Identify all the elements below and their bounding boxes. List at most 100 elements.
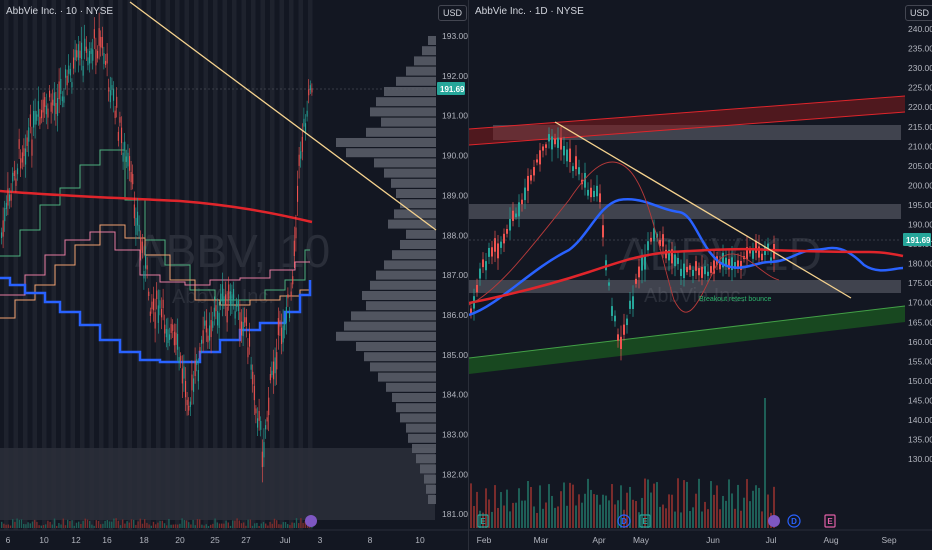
earnings-marker — [477, 514, 489, 528]
currency-button[interactable]: USD — [438, 5, 468, 21]
volume-bar — [91, 524, 93, 528]
candle-body — [167, 329, 169, 343]
candle-body — [87, 57, 89, 66]
time-axis[interactable]: 6 10 12 16 18 20 25 27 Jul 3 8 10 — [6, 535, 425, 545]
volume-bar — [84, 518, 86, 528]
candle-body — [542, 146, 544, 151]
candle-body — [90, 48, 92, 54]
event-icon[interactable] — [768, 515, 780, 527]
candle-body — [143, 271, 145, 279]
daily-chart[interactable]: ABBV, 1D AbbVie Inc. Breakout retest bou… — [469, 0, 932, 550]
volume-bar — [302, 522, 304, 528]
volume-bar — [746, 479, 748, 528]
candle-body — [515, 213, 517, 218]
candle-body — [306, 110, 308, 117]
candle-body — [284, 323, 286, 331]
candle-body — [236, 300, 238, 307]
price-axis[interactable]: 193.00 192.00 191.00 190.00 189.00 188.00 187.… — [442, 31, 468, 519]
currency-button[interactable]: USD — [905, 5, 932, 21]
candle-body — [734, 262, 736, 269]
volume-bar — [139, 518, 141, 528]
time-axis[interactable]: Feb Mar Apr May Jun Jul Aug Sep — [477, 535, 897, 545]
volume-bar — [602, 494, 604, 528]
volume-bar — [572, 484, 574, 528]
session-stripe — [137, 0, 142, 530]
candle-body — [503, 233, 505, 244]
volume-profile-bar — [362, 291, 436, 300]
candle-body — [9, 194, 11, 202]
volume-bar — [185, 520, 188, 528]
candle-body — [37, 101, 39, 117]
volume-bar — [304, 521, 306, 528]
volume-profile-bar — [388, 219, 436, 229]
candle-body — [485, 261, 487, 271]
volume-bar — [482, 512, 484, 528]
daily-chart-pane[interactable]: ABBV, 1D AbbVie Inc. Breakout retest bou… — [468, 0, 932, 550]
candle-body — [23, 148, 25, 157]
candle-body — [749, 249, 751, 254]
volume-bar — [62, 518, 64, 528]
candle-body — [527, 175, 529, 191]
candle-body — [26, 137, 28, 147]
volume-bar — [188, 522, 190, 528]
candle-body — [159, 300, 161, 309]
time-tick: 10 — [39, 535, 49, 545]
candle-body — [713, 260, 715, 274]
volume-bar — [587, 478, 589, 528]
candle-body — [722, 252, 724, 268]
candle-body — [129, 156, 131, 171]
candle-body — [66, 75, 68, 86]
volume-bar — [758, 487, 760, 528]
volume-bar — [295, 518, 298, 528]
volume-bar — [617, 500, 619, 528]
candle-body — [149, 311, 151, 316]
candle-body — [58, 81, 60, 100]
volume-bar — [225, 520, 227, 528]
watermark-name: AbbVie Inc. — [172, 286, 274, 308]
candle-body — [249, 333, 251, 347]
volume-bar — [49, 521, 51, 528]
event-label: D — [791, 517, 797, 526]
volume-bar — [737, 484, 739, 528]
volume-bar — [713, 494, 715, 528]
volume-bar — [641, 497, 643, 528]
intraday-chart-pane[interactable]: ABBV, 10 AbbVie Inc. 193.00 192.00 191.00 1… — [0, 0, 468, 550]
candle-body — [204, 320, 206, 326]
candle-body — [659, 239, 661, 246]
volume-bar — [749, 501, 751, 528]
volume-bar — [542, 508, 544, 528]
volume-bar — [752, 490, 754, 528]
volume-profile-bar — [422, 46, 436, 56]
volume-bar — [611, 484, 613, 528]
time-tick: 12 — [71, 535, 81, 545]
volume-bar — [695, 493, 697, 528]
volume-bar — [647, 479, 649, 528]
candle-body — [524, 187, 526, 201]
candle-body — [114, 110, 116, 119]
candle-body — [161, 308, 163, 318]
price-tick: 181.00 — [442, 509, 468, 519]
candle-body — [42, 99, 44, 113]
volume-profile-bar — [400, 199, 436, 209]
candle-body — [668, 249, 670, 261]
price-axis[interactable]: 240.00 235.00 230.00 225.00 220.00 215.00 210.… — [908, 24, 932, 464]
intraday-chart[interactable]: ABBV, 10 AbbVie Inc. 193.00192.00191.001… — [0, 0, 468, 550]
volume-bar — [767, 494, 769, 528]
candle-body — [611, 306, 613, 316]
support-zone — [0, 448, 435, 520]
volume-bar — [192, 519, 194, 528]
volume-bar — [578, 494, 580, 528]
candle-body — [701, 266, 703, 278]
event-icon[interactable] — [305, 515, 317, 527]
session-stripe — [32, 0, 37, 530]
candle-body — [297, 185, 299, 202]
candle-body — [268, 397, 270, 416]
candle-body — [728, 259, 730, 270]
volume-bar — [104, 520, 106, 528]
candle-body — [506, 228, 508, 234]
volume-profile-bar — [396, 403, 436, 413]
price-tick: 240.00 — [908, 24, 932, 34]
candle-body — [213, 307, 215, 317]
candle-body — [488, 247, 490, 257]
